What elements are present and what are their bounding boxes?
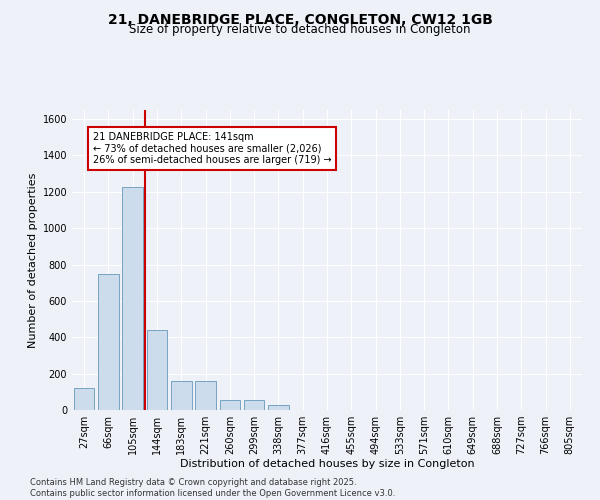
Bar xyxy=(146,330,167,410)
Text: 21 DANEBRIDGE PLACE: 141sqm
← 73% of detached houses are smaller (2,026)
26% of : 21 DANEBRIDGE PLACE: 141sqm ← 73% of det… xyxy=(92,132,331,165)
Bar xyxy=(220,400,240,410)
Text: 21, DANEBRIDGE PLACE, CONGLETON, CW12 1GB: 21, DANEBRIDGE PLACE, CONGLETON, CW12 1G… xyxy=(107,12,493,26)
Bar xyxy=(268,406,289,410)
Bar xyxy=(98,274,119,410)
Text: Size of property relative to detached houses in Congleton: Size of property relative to detached ho… xyxy=(129,22,471,36)
Bar xyxy=(195,381,216,410)
Bar xyxy=(74,388,94,410)
X-axis label: Distribution of detached houses by size in Congleton: Distribution of detached houses by size … xyxy=(179,458,475,468)
Bar xyxy=(171,381,191,410)
Bar xyxy=(244,400,265,410)
Y-axis label: Number of detached properties: Number of detached properties xyxy=(28,172,38,348)
Bar xyxy=(122,188,143,410)
Text: Contains HM Land Registry data © Crown copyright and database right 2025.
Contai: Contains HM Land Registry data © Crown c… xyxy=(30,478,395,498)
